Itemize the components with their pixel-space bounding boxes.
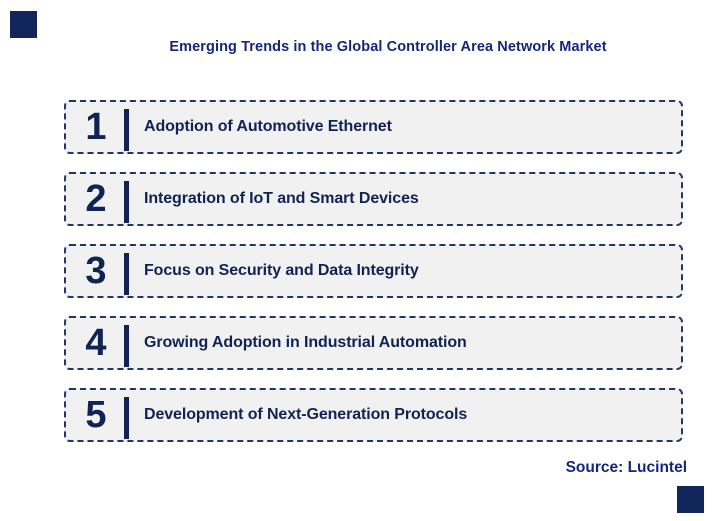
trend-label: Integration of IoT and Smart Devices (144, 190, 419, 207)
trend-label: Adoption of Automotive Ethernet (144, 118, 392, 135)
trend-item: 5 Development of Next-Generation Protoco… (64, 388, 683, 442)
trend-item: 2 Integration of IoT and Smart Devices (64, 172, 683, 226)
corner-accent-bottom-right (677, 486, 704, 513)
trend-number: 2 (85, 178, 107, 220)
trend-number: 4 (85, 322, 107, 364)
trend-label: Growing Adoption in Industrial Automatio… (144, 334, 467, 351)
corner-accent-top-left (10, 11, 37, 38)
trend-label: Focus on Security and Data Integrity (144, 262, 419, 279)
separator-bar (124, 252, 129, 295)
source-credit: Source: Lucintel (565, 459, 687, 476)
separator-bar (124, 396, 129, 439)
trends-list: 1 Adoption of Automotive Ethernet 2 Inte… (64, 100, 683, 442)
trend-number: 5 (85, 394, 107, 436)
separator-bar (124, 324, 129, 367)
trend-label: Development of Next-Generation Protocols (144, 406, 468, 423)
trend-item: 3 Focus on Security and Data Integrity (64, 244, 683, 298)
separator-bar (124, 108, 129, 151)
trend-number: 3 (85, 250, 107, 292)
trend-item: 4 Growing Adoption in Industrial Automat… (64, 316, 683, 370)
page-title: Emerging Trends in the Global Controller… (169, 39, 607, 55)
separator-bar (124, 180, 129, 223)
trend-item: 1 Adoption of Automotive Ethernet (64, 100, 683, 154)
trend-number: 1 (85, 106, 107, 148)
